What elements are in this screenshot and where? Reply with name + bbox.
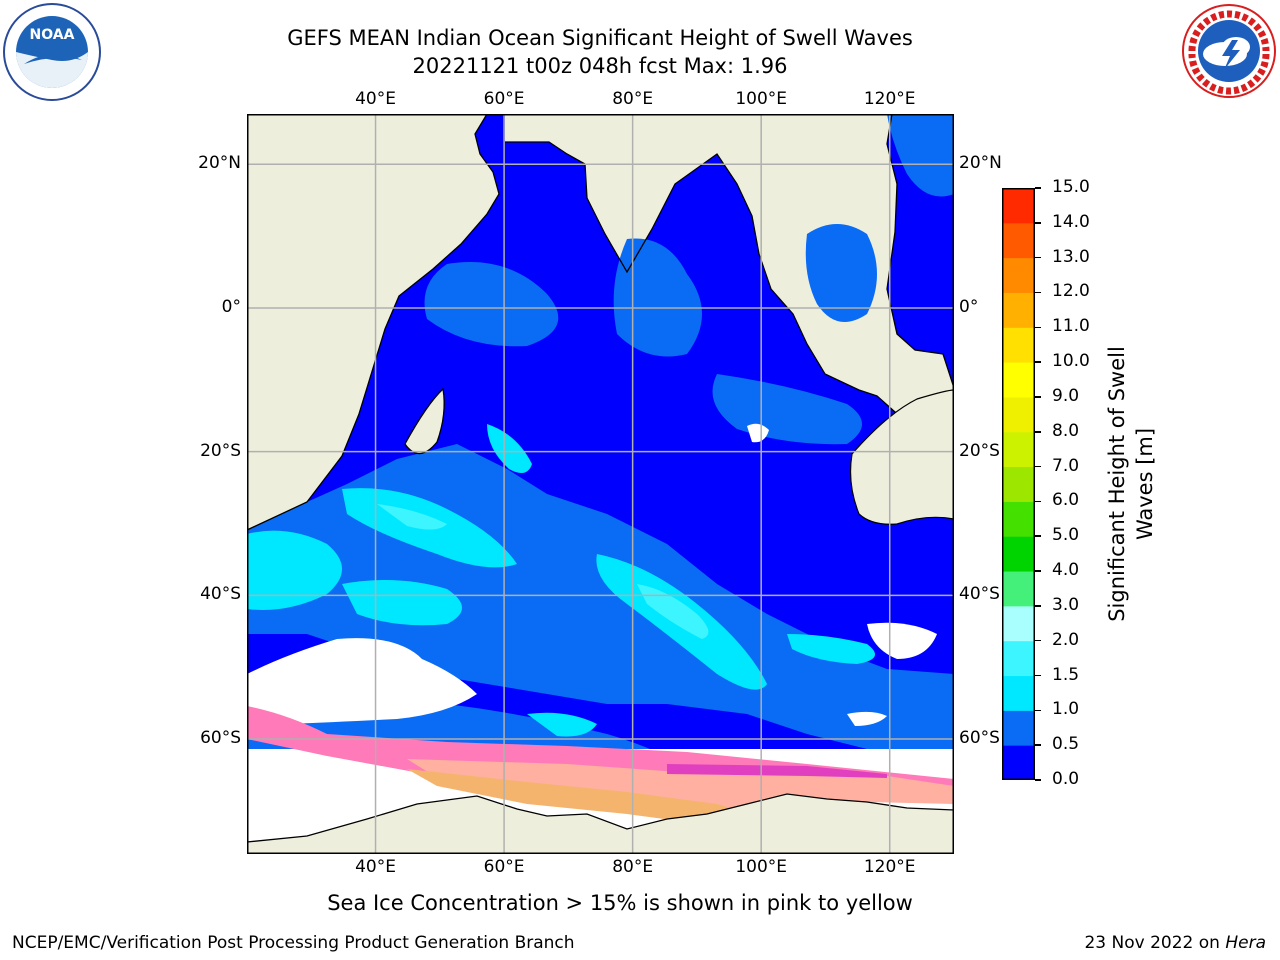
lat-tick-label-right: 0° xyxy=(959,296,979,317)
lon-tick-label-top: 40°E xyxy=(355,89,396,109)
swell-map xyxy=(247,114,954,854)
lon-tick-label-bottom: 120°E xyxy=(863,857,916,877)
madagascar-land xyxy=(404,387,445,455)
colorbar-tick-mark xyxy=(1035,222,1041,224)
lat-tick-label-left: 20°S xyxy=(200,440,241,461)
colorbar-tick-mark xyxy=(1035,500,1041,503)
lon-tick-label-bottom: 40°E xyxy=(355,857,396,877)
lon-tick-label-top: 60°E xyxy=(483,89,525,109)
colorbar-segment xyxy=(1002,466,1035,502)
lon-tick-label-bottom: 60°E xyxy=(483,857,525,877)
colorbar-tick-label: 12.0 xyxy=(1052,281,1090,302)
colorbar-segment xyxy=(1002,605,1035,642)
colorbar-tick-label: 13.0 xyxy=(1052,246,1090,267)
colorbar-tick-label: 9.0 xyxy=(1052,385,1080,406)
colorbar-segment xyxy=(1002,188,1035,224)
colorbar-segment xyxy=(1002,710,1035,746)
colorbar-tick-mark xyxy=(1035,291,1041,294)
colorbar-tick-label: 4.0 xyxy=(1052,560,1080,581)
colorbar-segment xyxy=(1002,640,1035,677)
lat-tick-label-left: 60°S xyxy=(200,728,241,749)
lat-tick-label-right: 20°S xyxy=(959,440,1000,461)
colorbar-tick-mark xyxy=(1035,256,1041,259)
colorbar-segment xyxy=(1002,536,1035,572)
footer-host: Hera xyxy=(1225,933,1266,953)
colorbar-tick-label: 14.0 xyxy=(1052,211,1090,232)
colorbar-tick-mark xyxy=(1035,535,1041,537)
colorbar xyxy=(1002,188,1035,780)
colorbar-tick-mark xyxy=(1035,187,1041,189)
colorbar-tick-mark xyxy=(1035,639,1041,642)
antarctica-land xyxy=(247,794,954,854)
australia-land xyxy=(849,389,954,525)
colorbar-segment xyxy=(1002,431,1035,468)
colorbar-tick-label: 5.0 xyxy=(1052,525,1080,546)
colorbar-segment xyxy=(1002,257,1035,293)
lat-tick-label-left: 0° xyxy=(221,296,241,317)
lat-tick-label-right: 60°S xyxy=(959,728,1000,749)
colorbar-tick-mark xyxy=(1035,396,1041,398)
noaa-logo-icon: NOAA xyxy=(3,3,101,101)
colorbar-segment xyxy=(1002,745,1035,780)
colorbar-segment xyxy=(1002,396,1035,433)
colorbar-segment xyxy=(1002,292,1035,328)
lat-tick-label-right: 40°S xyxy=(959,584,1000,605)
sea-ice-caption: Sea Ice Concentration > 15% is shown in … xyxy=(327,891,913,915)
footer-date: 23 Nov 2022 on Hera xyxy=(1084,933,1266,953)
lon-tick-label-bottom: 80°E xyxy=(612,857,654,877)
lat-tick-label-left: 40°S xyxy=(200,584,241,605)
lon-tick-label-bottom: 100°E xyxy=(735,857,788,877)
lon-tick-label-top: 80°E xyxy=(612,89,654,109)
map-border xyxy=(247,114,954,854)
colorbar-tick-label: 1.5 xyxy=(1052,664,1080,685)
lon-tick-label-top: 120°E xyxy=(863,89,916,109)
colorbar-tick-label: 6.0 xyxy=(1052,490,1080,511)
colorbar-title-line1: Significant Height of Swell xyxy=(1105,346,1129,622)
colorbar-title: Significant Height of Swell Waves [m] xyxy=(1105,346,1157,622)
colorbar-tick-mark xyxy=(1035,779,1041,781)
colorbar-tick-label: 3.0 xyxy=(1052,594,1080,615)
colorbar-segment xyxy=(1002,571,1035,607)
colorbar-segment xyxy=(1002,501,1035,537)
colorbar-border xyxy=(1002,188,1035,780)
colorbar-tick-mark xyxy=(1035,326,1041,329)
colorbar-tick-label: 11.0 xyxy=(1052,316,1090,337)
colorbar-tick-mark xyxy=(1035,361,1041,363)
chart-subtitle: 20221121 t00z 048h fcst Max: 1.96 xyxy=(412,54,788,78)
colorbar-tick-label: 15.0 xyxy=(1052,177,1090,197)
colorbar-segment xyxy=(1002,675,1035,711)
colorbar-title-line2: Waves [m] xyxy=(1133,428,1157,540)
map-panel xyxy=(247,114,954,854)
lat-tick-label-left: 20°N xyxy=(198,153,241,174)
colorbar-tick-mark xyxy=(1035,744,1041,746)
footer-branch: NCEP/EMC/Verification Post Processing Pr… xyxy=(12,933,575,953)
chart-title: GEFS MEAN Indian Ocean Significant Heigh… xyxy=(287,26,913,50)
colorbar-tick-label: 2.0 xyxy=(1052,629,1080,650)
colorbar-tick-mark xyxy=(1035,605,1041,607)
colorbar-tick-label: 0.5 xyxy=(1052,734,1080,755)
colorbar-tick-label: 7.0 xyxy=(1052,455,1080,476)
nws-logo-icon xyxy=(1182,4,1276,98)
footer-date-text: 23 Nov 2022 on xyxy=(1084,933,1226,953)
colorbar-tick-label: 10.0 xyxy=(1052,351,1090,372)
colorbar-segment xyxy=(1002,362,1035,398)
colorbar-tick-mark xyxy=(1035,570,1041,572)
colorbar-tick-mark xyxy=(1035,674,1041,677)
lon-tick-label-top: 100°E xyxy=(735,89,788,109)
swell-1-5-2-0-regions xyxy=(377,504,709,639)
colorbar-tick-label: 0.0 xyxy=(1052,769,1080,789)
colorbar-segment xyxy=(1002,222,1035,259)
colorbar-tick-mark xyxy=(1035,465,1041,468)
colorbar-tick-label: 1.0 xyxy=(1052,699,1080,720)
graticule xyxy=(247,114,954,854)
colorbar-segment xyxy=(1002,327,1035,363)
colorbar-tick-mark xyxy=(1035,431,1041,433)
lat-tick-label-right: 20°N xyxy=(959,153,1002,174)
colorbar-tick-mark xyxy=(1035,709,1041,712)
colorbar-tick-label: 8.0 xyxy=(1052,420,1080,441)
noaa-logo-text: NOAA xyxy=(30,27,75,43)
